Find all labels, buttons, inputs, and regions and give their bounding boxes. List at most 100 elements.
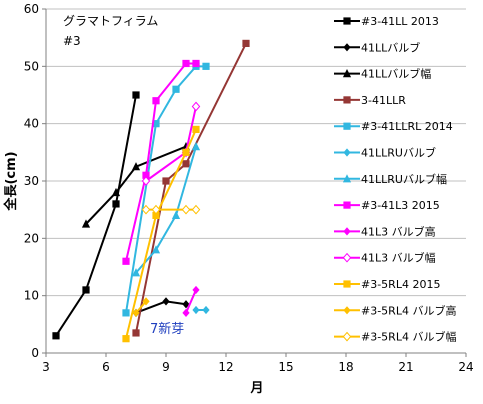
data-point [182,148,190,156]
x-tick-label: 3 [42,360,50,374]
series-9 [182,285,200,317]
x-tick-label: 9 [162,360,170,374]
legend: #3-41LL 2013 41LLバルブ 41LLバルブ幅 3-41LLR #3-41L… [334,15,456,344]
x-tick-label: 21 [398,360,413,374]
y-tick-label: 20 [24,231,39,245]
legend-label: 3-41LLR [361,94,406,107]
legend-entry: 41LLRUバルブ幅 [334,172,447,186]
data-point [151,245,161,254]
legend-swatch-marker [343,280,351,288]
legend-label: #3-41LLRL 2014 [361,120,453,133]
data-point [52,332,60,340]
series-line [135,146,197,274]
legend-swatch-marker [343,201,351,209]
legend-entry: 41LLバルブ [334,40,420,54]
data-point [142,171,150,179]
data-point [132,91,140,99]
data-point [142,297,150,306]
data-point [132,308,140,317]
data-point [82,286,90,294]
x-tick-label: 18 [338,360,353,374]
x-tick-label: 12 [218,360,233,374]
data-point [112,200,120,208]
legend-swatch-marker [343,17,351,25]
legend-label: 41L3 バルブ高 [361,224,436,238]
legend-entry: 41LLバルブ幅 [334,67,431,81]
data-point [202,62,210,70]
chart-title: グラマトフィラム [63,14,158,28]
legend-entry: #3-5RL4 2015 [334,278,440,291]
legend-entry: #3-5RL4 バルブ幅 [334,330,456,344]
y-tick-label: 40 [24,117,39,131]
series-1 [52,91,140,340]
legend-swatch-marker [343,227,351,236]
data-point [152,211,160,219]
x-axis-label: 月 [249,381,263,396]
legend-label: 41L3 バルブ幅 [361,251,436,265]
data-point [81,219,91,228]
data-point [181,204,191,215]
data-point [191,204,201,215]
data-point [151,204,161,215]
y-tick-label: 60 [24,2,39,16]
legend-swatch-marker [343,43,351,52]
x-tick-label: 15 [278,360,293,374]
axes: 0 10 20 30 40 50 60 3 6 9 12 15 18 21 24 [24,2,474,374]
legend-label: #3-5RL4 バルブ幅 [361,330,456,344]
y-tick-label: 0 [31,346,39,360]
legend-entry: #3-5RL4 バルブ高 [334,303,456,317]
data-point [191,101,201,112]
plot-area-series [52,39,250,343]
x-tick-label: 24 [458,360,473,374]
series-12 [132,297,150,317]
data-point [172,85,180,93]
legend-swatch-marker [342,69,352,78]
series-11 [122,125,200,343]
data-point [131,268,141,277]
x-tick-label: 6 [102,360,110,374]
data-point [191,142,201,151]
legend-label: #3-5RL4 2015 [361,278,440,291]
grid [46,8,466,297]
legend-label: #3-41LL 2013 [361,15,439,28]
chart-subtitle: #3 [63,34,81,48]
series-7 [131,142,201,277]
data-point [182,59,190,68]
data-point [192,125,200,133]
y-tick-label: 30 [24,174,39,188]
legend-label: 41LLRUバルブ [361,146,436,160]
legend-label: 41LLバルブ [361,40,420,54]
data-point [182,308,190,317]
data-point [171,210,181,219]
series-line [125,129,197,339]
data-point [152,120,160,128]
data-point [162,177,170,185]
series-8 [122,59,200,265]
legend-entry: 3-41LLR [334,94,406,107]
legend-entry: 41L3 バルブ高 [334,224,436,238]
legend-entry: 41LLRUバルブ [334,146,436,160]
legend-entry: #3-41LL 2013 [334,15,439,28]
data-point [182,160,190,168]
data-point [192,285,200,295]
data-point [131,162,141,171]
legend-swatch-marker [343,96,351,104]
series-line [185,289,197,314]
annotations: 7新芽 [150,321,184,337]
data-point [122,257,130,265]
legend-swatch-marker [342,252,352,263]
legend-swatch-marker [342,331,352,342]
legend-swatch-marker [343,148,351,157]
y-axis-label: 全長(cm) [3,151,19,211]
legend-swatch-marker [343,122,351,130]
legend-entry: #3-41L3 2015 [334,199,440,212]
legend-entry: 41L3 バルブ幅 [334,251,436,265]
series-line [85,145,187,225]
series-13 [141,204,201,215]
data-point [122,309,130,317]
legend-swatch-marker [343,306,351,315]
legend-label: #3-5RL4 バルブ高 [361,303,456,317]
data-point [202,305,210,315]
